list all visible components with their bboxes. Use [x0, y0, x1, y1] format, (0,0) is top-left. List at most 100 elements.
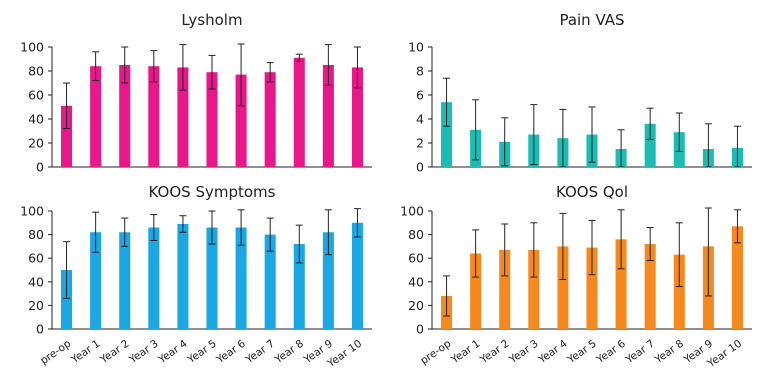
- x-tick-label: Year 5: [185, 338, 219, 367]
- error-bar: [501, 117, 509, 167]
- error-bar: [443, 275, 451, 317]
- bar: [615, 239, 627, 329]
- error-bar: [150, 214, 158, 241]
- bar: [351, 67, 363, 167]
- y-tick-label: 40: [408, 274, 424, 289]
- error-bar: [559, 212, 567, 280]
- y-tick-label: 60: [408, 251, 424, 266]
- error-bar: [588, 106, 596, 163]
- bar: [235, 227, 247, 329]
- y-tick-label: 40: [28, 274, 44, 289]
- error-bar: [121, 217, 129, 247]
- error-bar: [150, 50, 158, 83]
- chart-title: KOOS Qol: [556, 183, 628, 201]
- y-tick-label: 10: [408, 40, 424, 55]
- y-tick-label: 0: [416, 322, 424, 337]
- error-bar: [63, 82, 71, 130]
- error-bar: [121, 46, 129, 84]
- y-tick-label: 80: [408, 227, 424, 242]
- x-tick-label: pre-op: [38, 337, 73, 367]
- x-tick-label: Year 7: [623, 338, 657, 367]
- chart-panel-1: Pain VAS 0 2 4 6 8 10: [408, 11, 752, 175]
- x-tick-label: Year 8: [652, 338, 686, 367]
- x-tick-label: Year 3: [126, 338, 160, 367]
- bar: [293, 244, 305, 329]
- error-bar: [63, 241, 71, 299]
- error-bar: [92, 211, 100, 253]
- error-bar: [237, 209, 245, 246]
- error-bar: [646, 227, 654, 262]
- bar: [119, 65, 131, 167]
- bar: [293, 57, 305, 167]
- error-bar: [295, 224, 303, 264]
- error-bar: [92, 51, 100, 82]
- error-bar: [530, 222, 538, 278]
- y-tick-label: 80: [28, 227, 44, 242]
- y-tick-label: 0: [416, 160, 424, 175]
- bar: [731, 226, 743, 329]
- y-tick-label: 40: [28, 112, 44, 127]
- error-bar: [208, 210, 216, 245]
- y-tick-label: 20: [408, 298, 424, 313]
- x-tick-label: Year 6: [214, 337, 248, 366]
- bar: [264, 72, 276, 167]
- error-bar: [472, 229, 480, 278]
- error-bar: [559, 108, 567, 168]
- bar: [557, 246, 569, 329]
- bar: [177, 223, 189, 329]
- x-tick-label: Year 4: [156, 337, 190, 366]
- bar: [499, 249, 511, 329]
- y-tick-label: 0: [36, 160, 44, 175]
- y-tick-label: 80: [28, 64, 44, 79]
- error-bar: [443, 77, 451, 127]
- error-bar: [266, 62, 274, 83]
- bar: [206, 227, 218, 329]
- error-bar: [530, 104, 538, 166]
- bar: [644, 244, 656, 329]
- error-bar: [237, 43, 245, 107]
- error-bar: [617, 209, 625, 270]
- chart-panel-0: Lysholm 0 20 40 60 80 100: [20, 11, 372, 175]
- x-tick-label: Year 5: [565, 338, 599, 367]
- error-bar: [295, 53, 303, 62]
- error-bar: [353, 46, 361, 89]
- error-bar: [179, 215, 187, 233]
- bar: [148, 227, 160, 329]
- bar: [61, 105, 73, 167]
- error-bar: [733, 125, 741, 168]
- x-tick-label: Year 1: [448, 338, 482, 367]
- x-tick-label: Year 3: [506, 338, 540, 367]
- error-bar: [472, 99, 480, 161]
- chart-title: Pain VAS: [559, 11, 624, 29]
- bar: [264, 234, 276, 329]
- bar: [90, 66, 102, 167]
- bar: [148, 66, 160, 167]
- bar: [61, 270, 73, 329]
- bar: [322, 65, 334, 167]
- x-tick-label: Year 2: [477, 338, 511, 367]
- bar: [351, 222, 363, 329]
- x-tick-label: Year 7: [243, 338, 277, 367]
- y-tick-label: 60: [28, 251, 44, 266]
- x-tick-label: Year 2: [97, 338, 131, 367]
- error-bar: [324, 44, 332, 86]
- chart-title: KOOS Symptoms: [149, 183, 276, 201]
- bar: [441, 102, 453, 167]
- error-bar: [501, 223, 509, 277]
- error-bar: [208, 54, 216, 90]
- bar: [470, 253, 482, 329]
- error-bar: [617, 129, 625, 168]
- x-tick-label: Year 6: [594, 337, 628, 366]
- y-tick-label: 20: [28, 136, 44, 151]
- x-tick-label: Year 8: [272, 338, 306, 367]
- error-bar: [733, 209, 741, 244]
- x-tick-label: Year 1: [68, 338, 102, 367]
- y-tick-label: 4: [416, 112, 424, 127]
- y-tick-label: 2: [416, 136, 424, 151]
- y-tick-label: 6: [416, 88, 424, 103]
- y-tick-label: 8: [416, 64, 424, 79]
- bar: [322, 232, 334, 329]
- bar: [528, 249, 540, 329]
